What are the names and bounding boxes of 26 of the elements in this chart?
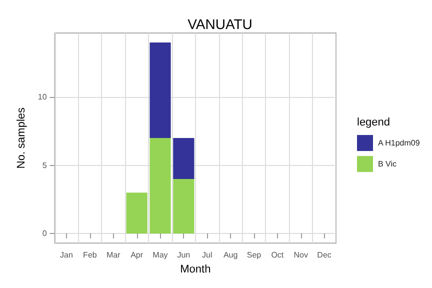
x-tick-label: Mar: [106, 250, 121, 260]
x-tick-label: Oct: [271, 250, 284, 260]
y-tick-label: 0: [42, 229, 48, 238]
x-tick-label: Jun: [177, 250, 190, 260]
x-tick-label: Sep: [246, 250, 262, 260]
x-axis-title: Month: [180, 264, 211, 276]
legend-label: B Vic: [378, 160, 397, 168]
legend-title: legend: [357, 116, 390, 128]
x-tick-label: Jan: [60, 250, 73, 260]
y-axis-title: No. samples: [16, 106, 28, 169]
bar: [126, 192, 148, 234]
chart-title: VANUATU: [188, 16, 252, 32]
legend-label: A H1pdm09: [378, 138, 420, 148]
x-tick-label: Apr: [130, 250, 144, 260]
x-tick-label: Aug: [223, 250, 238, 260]
y-tick-label: 5: [42, 160, 48, 170]
y-tick-label: 10: [38, 92, 48, 102]
x-tick-label: Jul: [202, 250, 212, 260]
x-tick-label: Dec: [317, 250, 332, 260]
bar: [150, 42, 171, 138]
x-tick-label: May: [152, 250, 168, 260]
bar: [173, 138, 194, 179]
bar: [150, 138, 171, 234]
x-tick-label: Feb: [83, 250, 98, 260]
x-tick-label: Nov: [294, 250, 308, 260]
bar: [173, 178, 194, 234]
